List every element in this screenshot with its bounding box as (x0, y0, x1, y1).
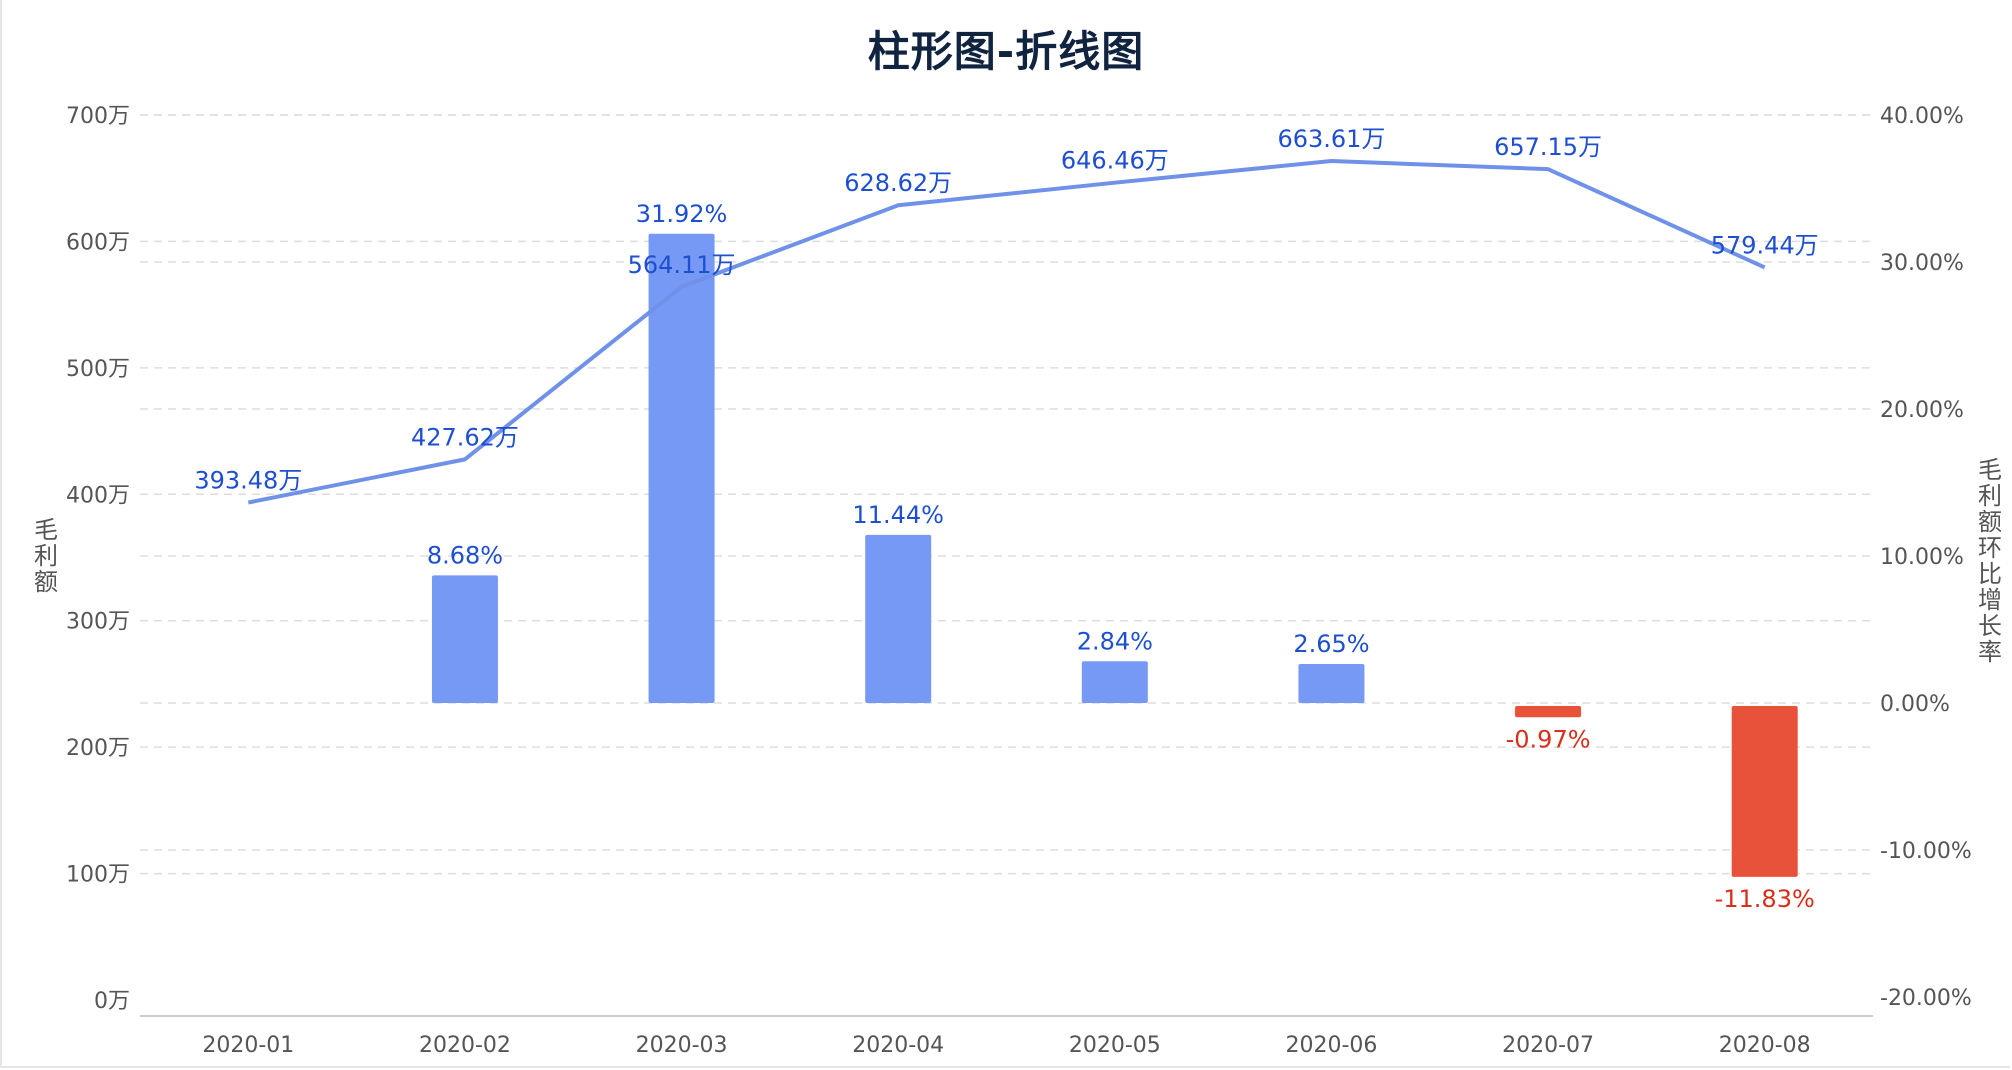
x-tick-label: 2020-05 (1069, 1033, 1161, 1058)
growth-bar (431, 575, 498, 703)
growth-bar (1515, 706, 1582, 718)
left-tick-label: 400万 (66, 483, 130, 508)
line-data-label: 628.62万 (844, 169, 952, 197)
x-tick-label: 2020-07 (1502, 1033, 1594, 1058)
bar-data-label: 2.84% (1077, 627, 1153, 655)
growth-bar (1731, 706, 1798, 877)
bar-data-label: 11.44% (852, 501, 944, 529)
bar-data-label: 2.65% (1293, 630, 1369, 658)
growth-bar (648, 233, 715, 703)
x-tick-label: 2020-03 (636, 1033, 728, 1058)
left-axis-title: 毛利额 (34, 516, 58, 596)
x-tick-label: 2020-06 (1285, 1033, 1377, 1058)
growth-bar (1298, 664, 1365, 703)
bar-data-label: 31.92% (636, 200, 728, 228)
left-tick-label: 0万 (94, 989, 130, 1014)
right-tick-label: 40.00% (1880, 104, 1964, 129)
line-data-label: 663.61万 (1277, 125, 1385, 153)
line-data-label: 564.11万 (628, 251, 736, 279)
left-tick-label: 600万 (66, 230, 130, 255)
x-tick-label: 2020-02 (419, 1033, 511, 1058)
line-data-label: 393.48万 (194, 467, 302, 495)
right-tick-label: 10.00% (1880, 545, 1964, 570)
right-tick-label: 30.00% (1880, 251, 1964, 276)
line-data-label: 579.44万 (1711, 231, 1819, 259)
bar-data-label: -11.83% (1715, 885, 1815, 913)
x-tick-label: 2020-01 (202, 1033, 294, 1058)
right-tick-label: 0.00% (1880, 692, 1950, 717)
line-data-label: 646.46万 (1061, 147, 1169, 175)
right-tick-label: 20.00% (1880, 398, 1964, 423)
right-tick-label: -20.00% (1880, 986, 1972, 1011)
left-tick-label: 300万 (66, 610, 130, 635)
growth-bar (1081, 661, 1148, 703)
right-tick-label: -10.00% (1880, 839, 1972, 864)
x-tick-label: 2020-04 (852, 1033, 944, 1058)
x-tick-label: 2020-08 (1719, 1033, 1811, 1058)
left-tick-label: 500万 (66, 357, 130, 382)
left-tick-label: 700万 (66, 104, 130, 129)
gross-profit-line (247, 159, 1766, 505)
line-data-label: 427.62万 (411, 423, 519, 451)
growth-bar (865, 534, 932, 703)
right-axis-title: 毛利额环比增长率 (1978, 456, 2002, 666)
bar-data-label: -0.97% (1506, 725, 1591, 753)
left-tick-label: 100万 (66, 863, 130, 888)
chart-title: 柱形图-折线图 (867, 27, 1145, 76)
line-data-label: 657.15万 (1494, 133, 1602, 161)
bar-data-label: 8.68% (427, 541, 503, 569)
left-tick-label: 200万 (66, 736, 130, 761)
